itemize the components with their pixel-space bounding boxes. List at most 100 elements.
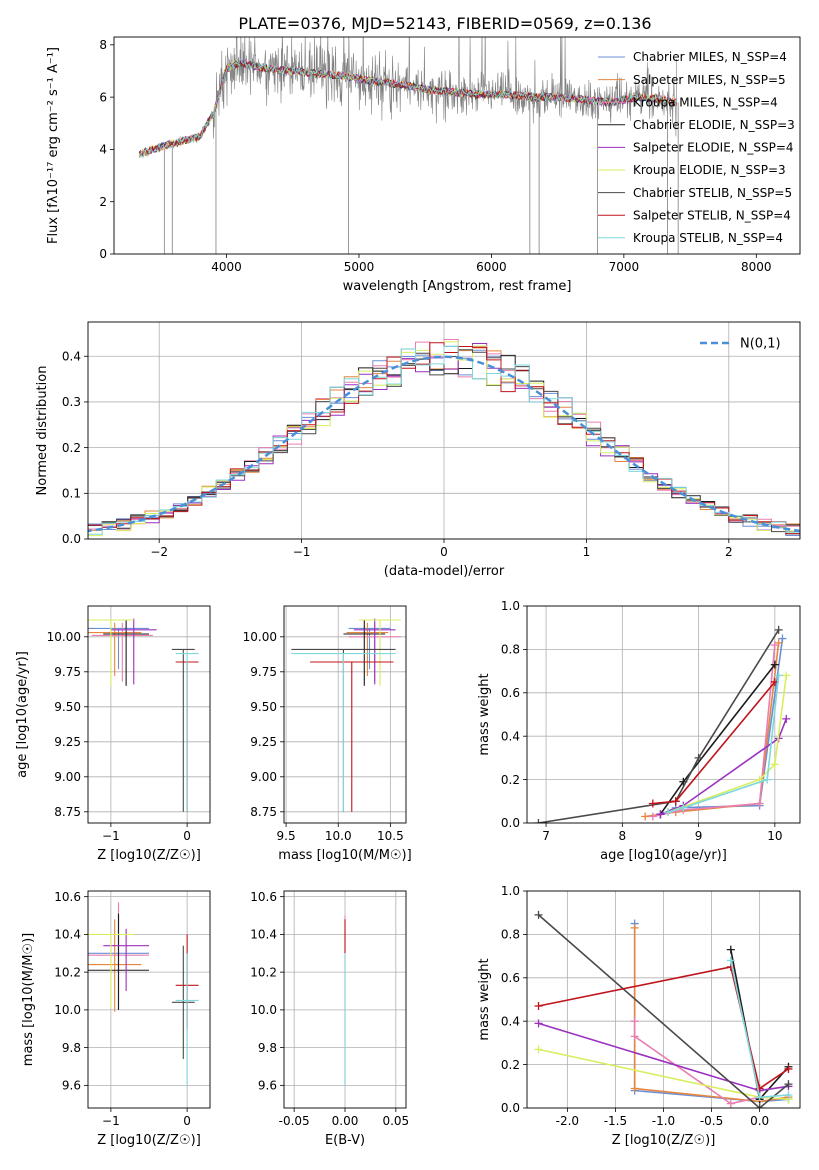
x-tick-label: 0.0	[750, 1114, 769, 1128]
legend-entry: Kroupa MILES, N_SSP=4	[633, 95, 778, 109]
axes-frame	[87, 890, 211, 1109]
x-tick-label: -0.5	[700, 1114, 723, 1128]
x-tick-label: 10.0	[325, 829, 352, 843]
residual-legend: N(0,1)	[700, 337, 781, 352]
weight-point	[770, 660, 779, 669]
mass-weight-vs-age-panel: 7 8 9 10 0.0 0.2 0.4 0.6 0.8 1.0 age [log10(age/yr…	[477, 599, 801, 863]
y-tick-label: 10.4	[250, 928, 277, 942]
spectrum-legend: Chabrier MILES, N_SSP=4 Salpeter MILES, N…	[598, 50, 795, 245]
y-axis-label: Normed distribution	[35, 366, 50, 496]
y-tick-label: 2	[99, 195, 107, 209]
weight-point	[534, 1019, 543, 1028]
error-bar	[88, 622, 142, 676]
weight-point	[755, 799, 764, 808]
error-bar	[171, 945, 195, 1059]
axes-frame	[283, 890, 407, 1109]
weight-point	[782, 714, 791, 723]
x-tick-label: 8000	[741, 260, 772, 274]
y-tick-label: 1.0	[501, 599, 520, 613]
y-tick-label: 0.1	[62, 487, 81, 501]
plot-area	[534, 625, 791, 823]
histogram-step-8	[88, 345, 800, 535]
x-tick-label: 5000	[344, 260, 375, 274]
y-axis-label: Flux [fλ10⁻¹⁷ erg cm⁻² s⁻¹ A⁻¹]	[46, 47, 61, 244]
y-tick-label: 8.75	[250, 805, 277, 819]
weight-point	[679, 803, 688, 812]
axes-frame	[87, 605, 211, 824]
weight-point	[648, 812, 657, 821]
y-tick-label: 0.3	[62, 395, 81, 409]
x-tick-label: 0.05	[382, 1114, 409, 1128]
mass-vs-ebv-panel: -0.05 0.00 0.05 9.6 9.8 10.0 10.2 10.4 10.6 E(B-V…	[250, 890, 409, 1148]
y-tick-label: 0.8	[501, 643, 520, 657]
normal-curve	[88, 355, 800, 533]
y-tick-label: 0.4	[62, 349, 81, 363]
y-axis-label: mass weight	[477, 673, 492, 755]
y-tick-label: 10.6	[250, 890, 277, 904]
weight-point	[671, 797, 680, 806]
weight-point	[755, 1093, 764, 1102]
error-bar	[175, 653, 199, 812]
y-tick-label: 0.6	[501, 971, 520, 985]
y-tick-label: 10.0	[250, 1003, 277, 1017]
axes-frame	[526, 890, 801, 1109]
error-bar	[310, 661, 394, 812]
y-tick-label: 9.50	[54, 700, 81, 714]
weight-point	[782, 671, 791, 680]
age-vs-mass-panel: 9.5 10.0 10.5 8.75 9.00 9.25 9.50 9.75 10.00 mass…	[243, 605, 412, 863]
error-bar	[88, 933, 134, 1008]
legend-entry: Salpeter ELODIE, N_SSP=4	[633, 141, 794, 155]
weight-line-6	[537, 914, 790, 1108]
weight-point	[784, 1064, 793, 1073]
figure-title: PLATE=0376, MJD=52143, FIBERID=0569, z=0…	[238, 14, 651, 33]
weight-point	[641, 812, 650, 821]
axes-frame	[113, 36, 801, 255]
x-axis-label: Z [log10(Z/Z☉)]	[97, 848, 201, 863]
legend-entry: Chabrier STELIB, N_SSP=5	[633, 186, 792, 200]
y-tick-label: 10.4	[54, 928, 81, 942]
y-tick-label: 9.6	[258, 1079, 277, 1093]
weight-point	[726, 956, 735, 965]
weight-line-6	[538, 629, 780, 823]
x-tick-label: 0	[440, 545, 448, 559]
error-bar	[359, 619, 401, 686]
plot-area	[88, 339, 800, 539]
legend-entry: Chabrier MILES, N_SSP=4	[633, 50, 787, 64]
x-axis-label: E(B-V)	[325, 1133, 365, 1148]
x-tick-label: -2.0	[556, 1114, 579, 1128]
weight-point	[534, 819, 543, 823]
x-tick-label: −2	[150, 545, 168, 559]
x-tick-label: 8	[619, 829, 627, 843]
legend-entry: Kroupa STELIB, N_SSP=4	[633, 231, 783, 245]
weight-point	[630, 1017, 639, 1026]
y-tick-label: 10.2	[250, 965, 277, 979]
weight-point	[784, 1080, 793, 1089]
x-axis-label: age [log10(age/yr)]	[600, 848, 727, 863]
weight-line-2	[633, 1021, 760, 1105]
axes-frame	[283, 605, 407, 824]
y-tick-label: 6	[99, 90, 107, 104]
y-tick-label: 0.2	[501, 773, 520, 787]
x-tick-label: 2	[725, 545, 733, 559]
plot-area	[534, 910, 793, 1108]
weight-point	[770, 760, 779, 769]
weight-point	[755, 1104, 764, 1108]
weight-line-5	[667, 675, 788, 813]
y-axis-label: mass [log10(M/M☉)]	[21, 933, 36, 1066]
model-spectrum-8	[138, 58, 678, 157]
error-bar	[343, 620, 386, 686]
x-tick-label: 4000	[211, 260, 242, 274]
weight-point	[784, 1090, 793, 1099]
y-tick-label: 9.6	[62, 1079, 81, 1093]
weight-point	[534, 1002, 543, 1011]
x-axis-label: mass [log10(M/M☉)]	[278, 848, 411, 863]
y-tick-label: 8	[99, 38, 107, 52]
x-tick-label: 7	[542, 829, 550, 843]
x-tick-label: 10	[767, 829, 782, 843]
x-axis-label: Z [log10(Z/Z☉)]	[97, 1133, 201, 1148]
weight-point	[726, 1099, 735, 1108]
x-tick-label: -0.05	[279, 1114, 310, 1128]
x-tick-label: 9	[695, 829, 703, 843]
x-axis-label: wavelength [Angstrom, rest frame]	[343, 279, 572, 294]
